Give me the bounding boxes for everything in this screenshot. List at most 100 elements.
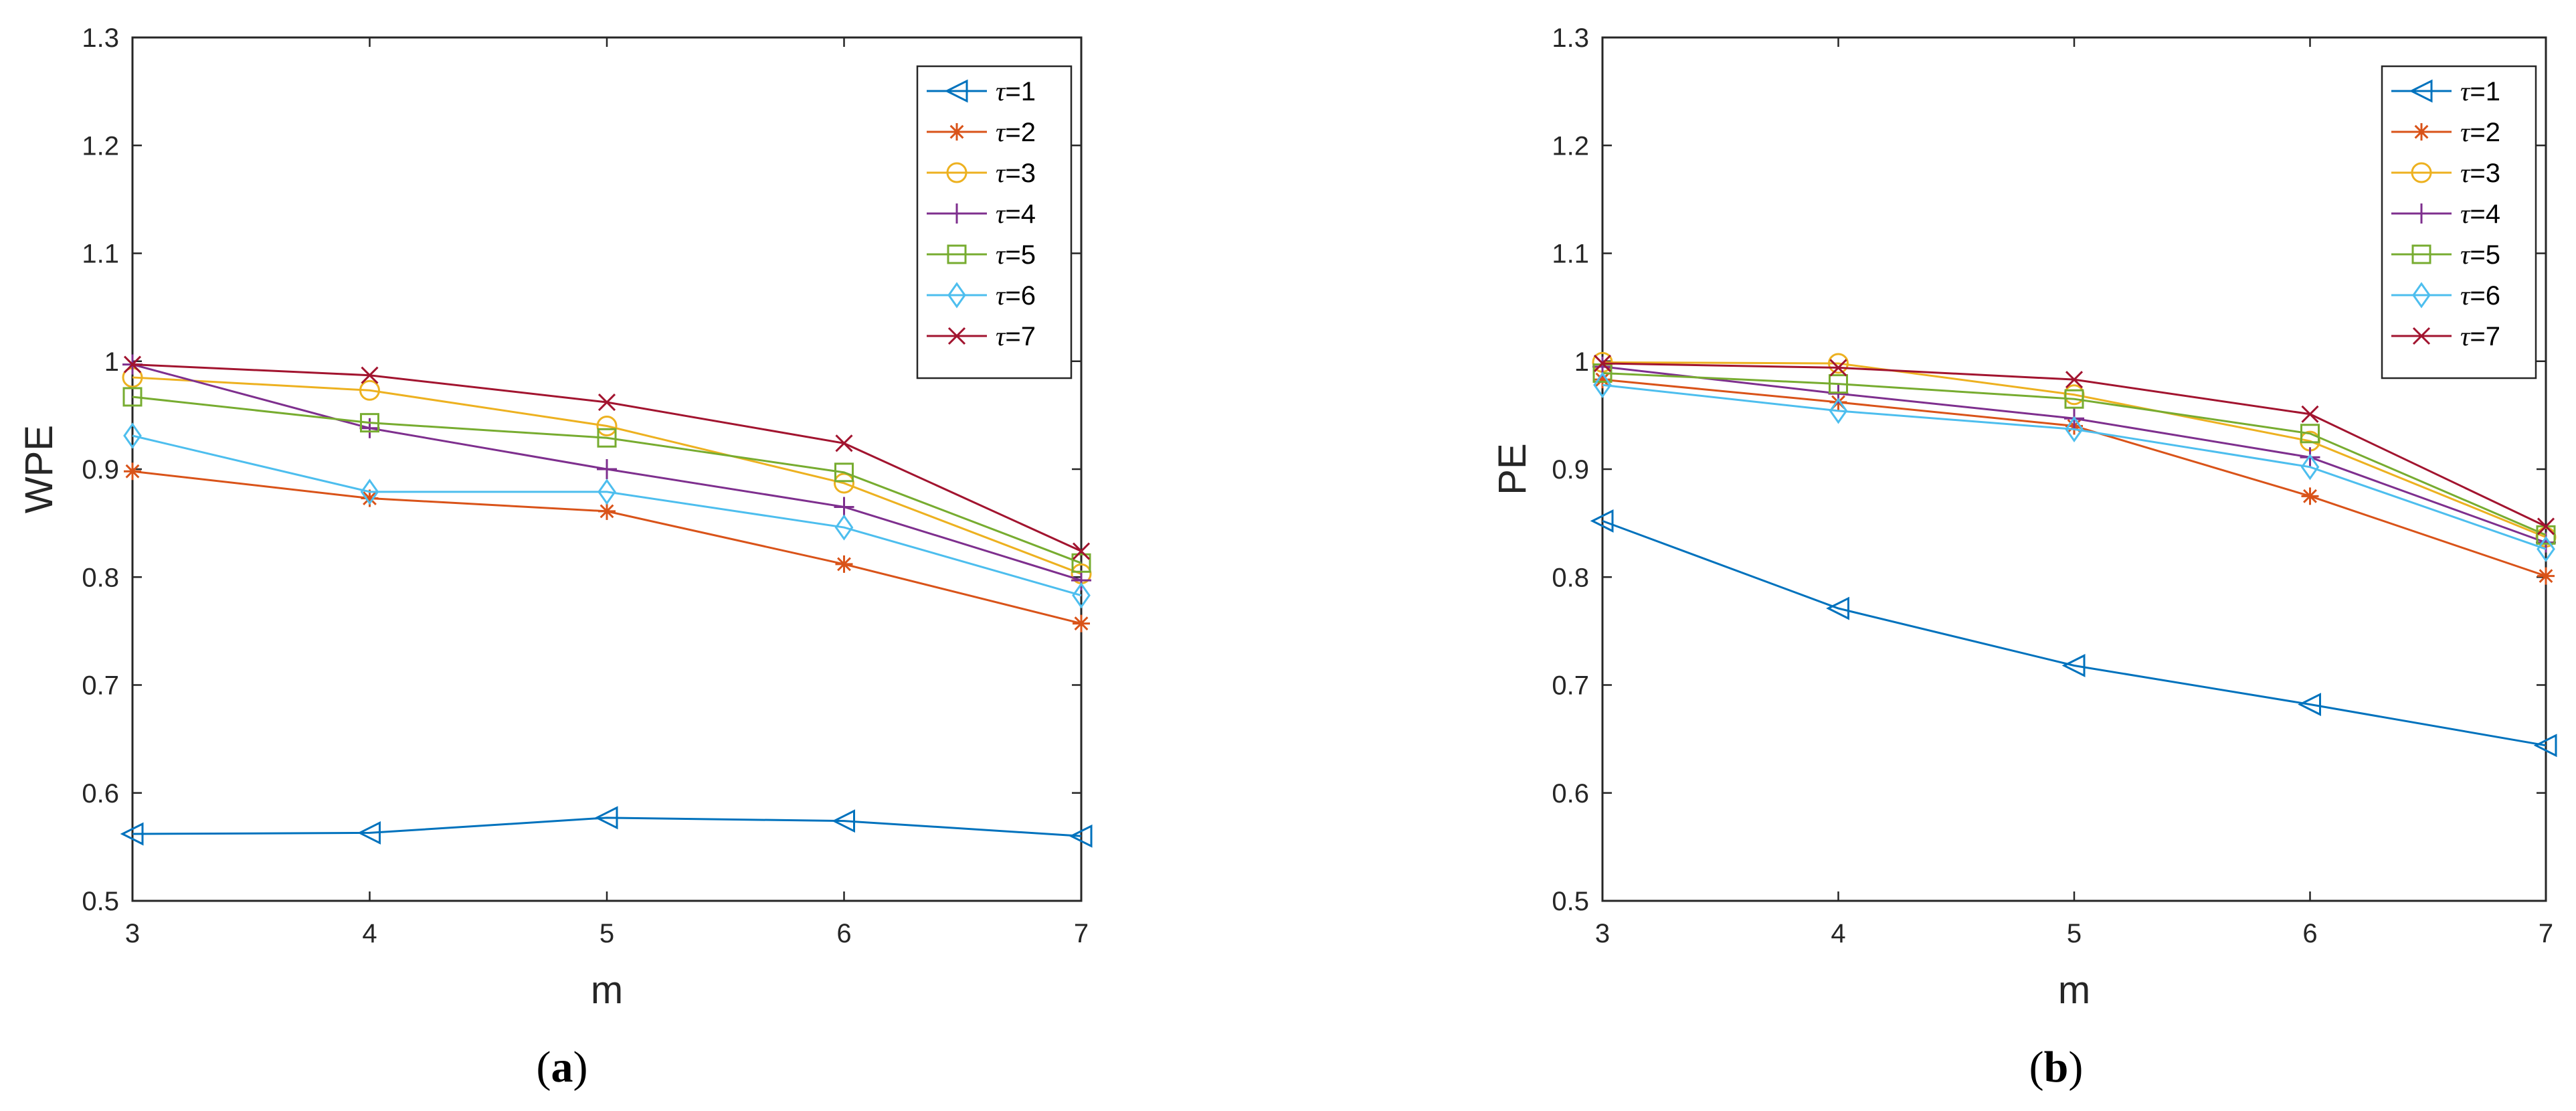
legend-entry: τ=3 bbox=[2391, 158, 2500, 188]
legend-label: τ=6 bbox=[996, 280, 1036, 311]
legend-marker bbox=[944, 79, 968, 103]
legend-tau-symbol: τ bbox=[996, 199, 1006, 229]
panel-label: (b) bbox=[2029, 1043, 2084, 1092]
data-point bbox=[1828, 353, 1849, 374]
data-point bbox=[1071, 553, 1091, 573]
data-point bbox=[835, 434, 853, 452]
x-tick-label: 4 bbox=[362, 919, 377, 948]
series-line bbox=[132, 817, 1082, 837]
data-point bbox=[123, 355, 142, 373]
chart-panel-2: 3 4 5 6 70.50.60.70.80.911.11.21.3mPEτ=1τ=2τ… bbox=[1491, 23, 2557, 1092]
legend-label: τ=3 bbox=[2460, 158, 2500, 188]
data-point bbox=[2300, 454, 2320, 481]
legend-label: τ=1 bbox=[2460, 76, 2500, 106]
data-point bbox=[1826, 596, 1849, 620]
data-point bbox=[1594, 371, 1611, 389]
legend-tau-symbol: τ bbox=[996, 76, 1006, 106]
data-point bbox=[120, 822, 144, 846]
x-axis-label: m bbox=[591, 968, 623, 1012]
legend-tau-value: =1 bbox=[1005, 77, 1036, 106]
y-axis-label: PE bbox=[1491, 443, 1534, 495]
legend-tau-symbol: τ bbox=[2460, 280, 2471, 311]
data-point bbox=[597, 459, 617, 479]
legend-entry: τ=7 bbox=[2391, 321, 2500, 351]
legend-marker bbox=[2413, 123, 2430, 141]
series-5 bbox=[122, 387, 1091, 573]
legend-entry: τ=1 bbox=[927, 76, 1036, 106]
y-axis-label: WPE bbox=[17, 425, 61, 513]
data-point bbox=[2300, 424, 2320, 444]
legend-label: τ=5 bbox=[2460, 240, 2500, 270]
data-point bbox=[832, 809, 855, 833]
legend-entry: τ=6 bbox=[2391, 280, 2500, 311]
legend-tau-symbol: τ bbox=[996, 240, 1006, 270]
data-point bbox=[2536, 532, 2556, 553]
data-point bbox=[123, 422, 142, 449]
y-tick-label: 0.5 bbox=[1552, 887, 1589, 916]
y-tick-label: 0.6 bbox=[82, 779, 119, 808]
legend-tau-symbol: τ bbox=[2460, 199, 2471, 229]
legend-tau-value: =6 bbox=[2470, 281, 2500, 311]
panel-label: (a) bbox=[537, 1043, 588, 1092]
legend-tau-symbol: τ bbox=[2460, 158, 2471, 188]
legend-tau-value: =4 bbox=[1005, 199, 1036, 229]
y-tick-label: 1 bbox=[104, 347, 119, 377]
data-point bbox=[360, 479, 379, 505]
legend-entry: τ=7 bbox=[927, 321, 1036, 351]
x-tick-label: 7 bbox=[1074, 919, 1089, 948]
y-tick-label: 0.8 bbox=[1552, 563, 1589, 592]
data-point bbox=[1829, 374, 1848, 394]
legend-tau-value: =1 bbox=[2470, 77, 2500, 106]
legend-label: τ=4 bbox=[2460, 199, 2500, 229]
data-point bbox=[2533, 734, 2557, 758]
legend-tau-value: =6 bbox=[1005, 281, 1036, 311]
legend-entry: τ=3 bbox=[927, 158, 1036, 188]
data-point bbox=[835, 555, 853, 573]
data-point bbox=[359, 379, 380, 401]
series-line bbox=[1602, 519, 2547, 747]
legend-marker bbox=[2412, 282, 2431, 309]
x-tick-label: 6 bbox=[2302, 919, 2317, 948]
legend-tau-value: =3 bbox=[2470, 159, 2500, 188]
legend-marker bbox=[2411, 203, 2431, 224]
data-point bbox=[124, 462, 141, 481]
legend-marker bbox=[2411, 244, 2431, 264]
data-point bbox=[1593, 371, 1612, 398]
data-point bbox=[598, 502, 616, 520]
series-line bbox=[132, 376, 1082, 575]
y-tick-label: 0.9 bbox=[1552, 455, 1589, 485]
x-tick-label: 3 bbox=[1595, 919, 1610, 948]
panel-label-close: ) bbox=[2068, 1043, 2083, 1092]
data-point bbox=[2298, 693, 2321, 716]
legend-tau-symbol: τ bbox=[2460, 321, 2471, 351]
data-point bbox=[1590, 509, 1614, 533]
legend-marker bbox=[2411, 162, 2432, 183]
y-tick-label: 0.6 bbox=[1552, 779, 1589, 808]
legend-marker bbox=[947, 244, 967, 264]
data-point bbox=[834, 473, 854, 494]
data-point bbox=[594, 806, 618, 830]
y-tick-label: 0.5 bbox=[82, 887, 119, 916]
y-tick-label: 1.3 bbox=[1552, 23, 1589, 53]
legend-marker bbox=[947, 203, 967, 224]
data-point bbox=[361, 489, 379, 507]
data-point bbox=[1069, 824, 1093, 848]
x-tick-label: 5 bbox=[2067, 919, 2082, 948]
legend-label: τ=3 bbox=[996, 158, 1036, 188]
series-1 bbox=[120, 806, 1093, 848]
data-point bbox=[1593, 354, 1612, 373]
series-line bbox=[132, 396, 1082, 564]
data-point bbox=[597, 393, 616, 412]
series-6 bbox=[123, 422, 1091, 609]
legend-label: τ=7 bbox=[996, 321, 1036, 351]
legend-tau-value: =7 bbox=[2470, 322, 2500, 351]
data-point bbox=[597, 428, 617, 448]
legend-tau-symbol: τ bbox=[996, 321, 1006, 351]
legend-entry: τ=4 bbox=[927, 199, 1036, 229]
data-point bbox=[834, 514, 854, 541]
legend-entry: τ=2 bbox=[2391, 117, 2500, 147]
y-tick-label: 0.7 bbox=[1552, 671, 1589, 701]
data-point bbox=[360, 413, 379, 433]
data-point bbox=[1071, 570, 1091, 591]
legend-entry: τ=6 bbox=[927, 280, 1036, 311]
